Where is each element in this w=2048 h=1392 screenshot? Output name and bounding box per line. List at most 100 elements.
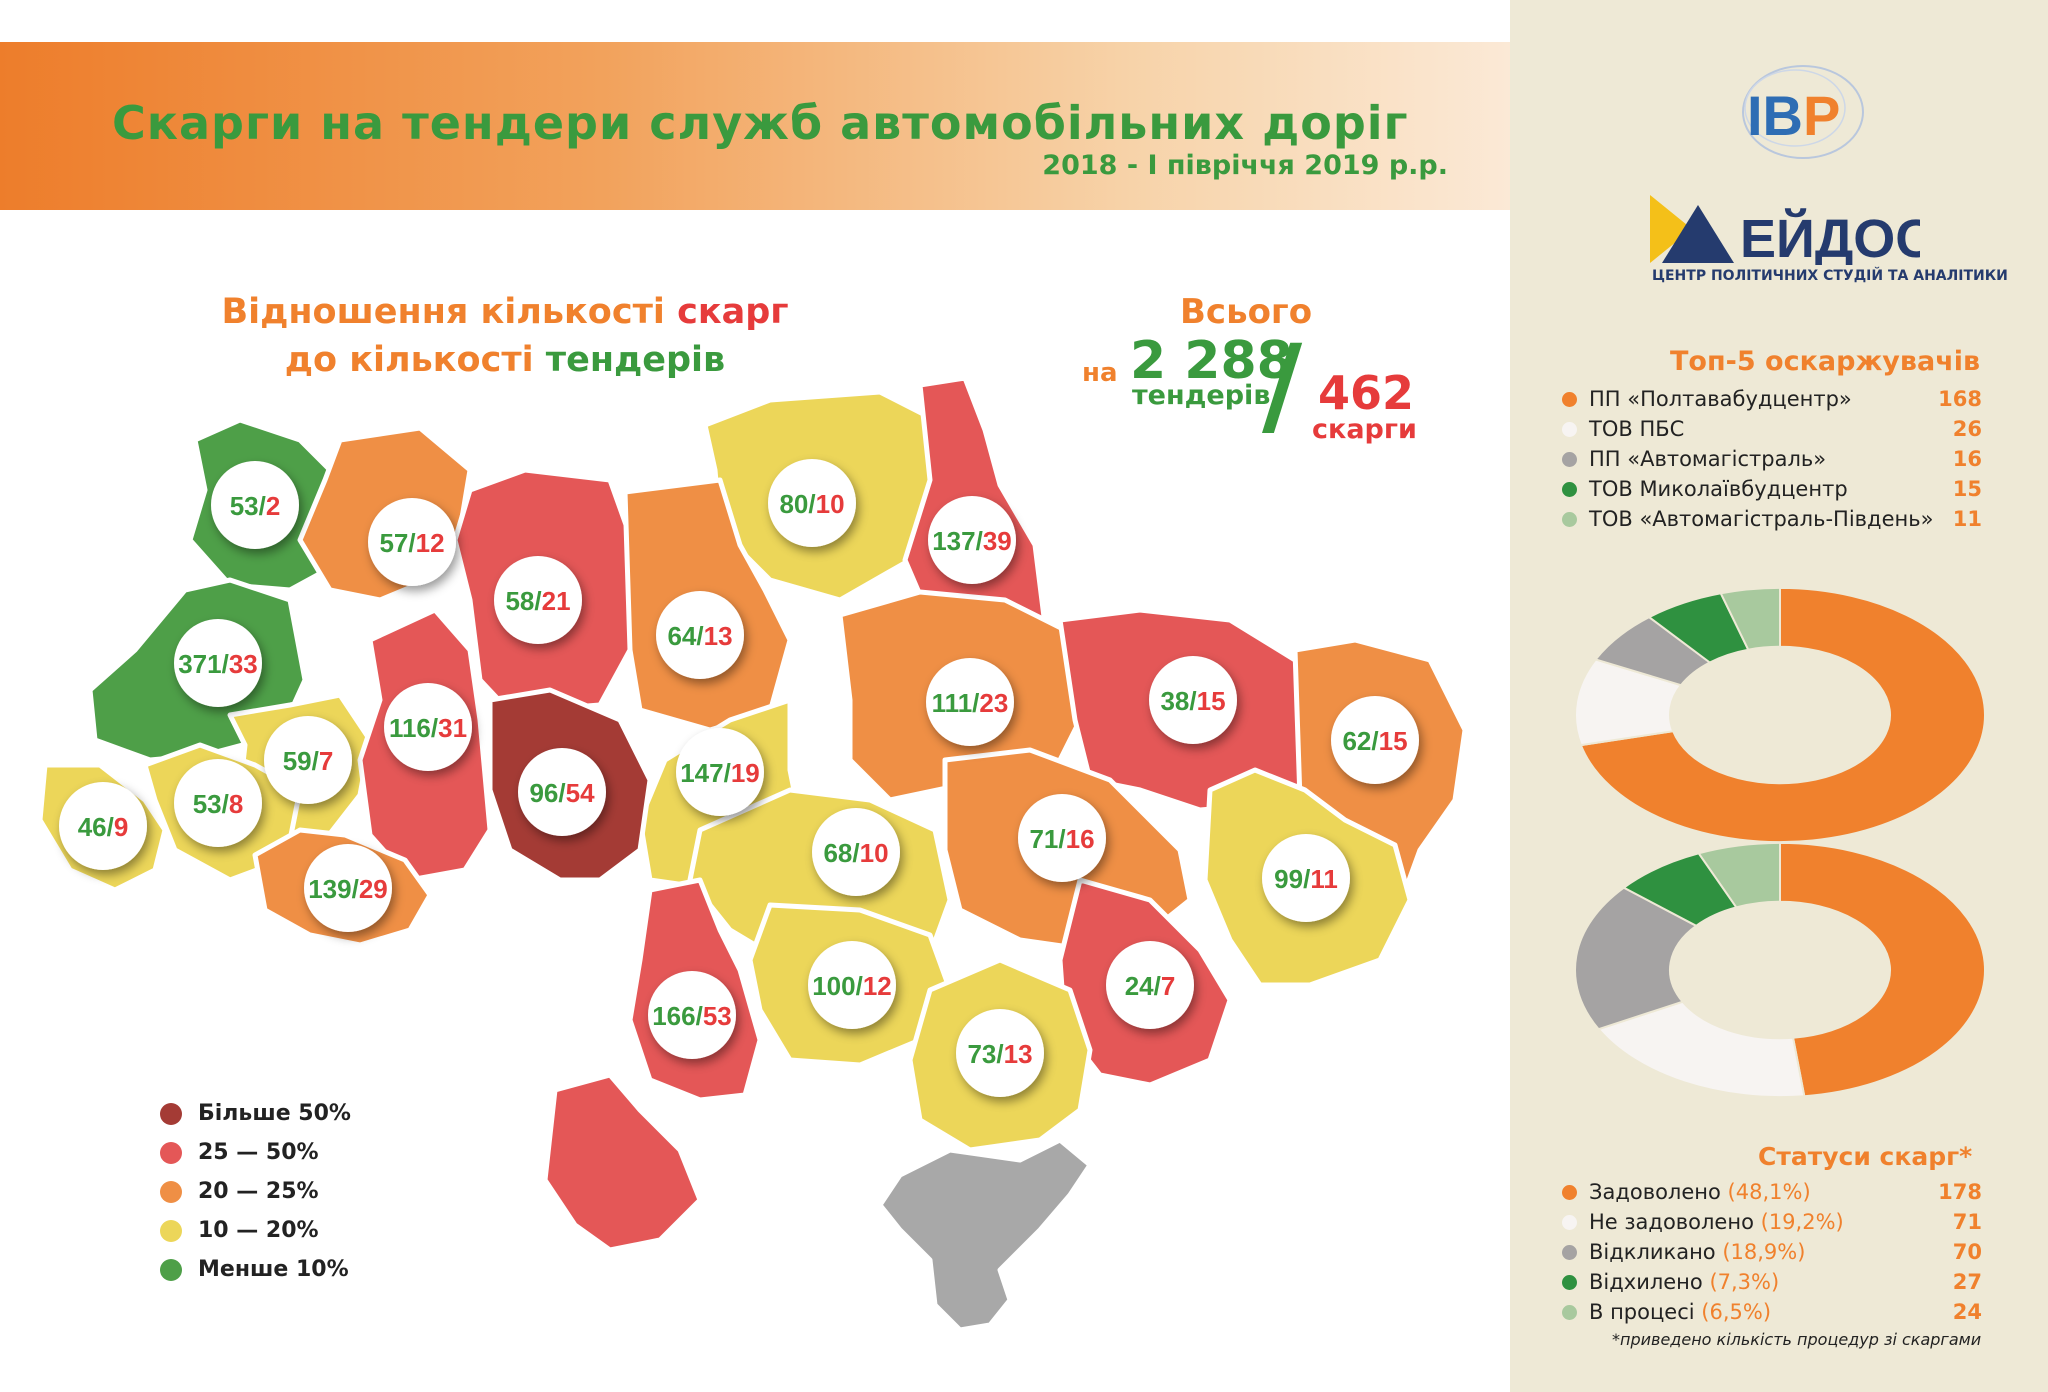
- region-badge: 80/10: [768, 459, 856, 547]
- region-badge-circle: [518, 748, 606, 836]
- region-label: 116/31: [389, 713, 467, 743]
- region-tenders: 62: [1342, 726, 1371, 756]
- region-complaints: 12: [863, 971, 892, 1001]
- status-row: Задоволено (48,1%) 178: [1562, 1177, 1982, 1207]
- region-badge-circle: [1018, 794, 1106, 882]
- region-slash: /: [724, 758, 731, 788]
- status-value: 70: [1952, 1240, 1982, 1264]
- region-badge: 139/29: [304, 844, 392, 932]
- region-tenders: 73: [967, 1039, 996, 1069]
- top5-value: 168: [1938, 387, 1982, 411]
- status-donut: [1574, 841, 1986, 1099]
- region-badge-circle: [494, 556, 582, 644]
- top5-label: ТОВ Миколаївбудцентр: [1589, 477, 1848, 501]
- region-label: 111/23: [932, 688, 1009, 718]
- region-badge: 96/54: [518, 748, 606, 836]
- top5-swatch: [1562, 391, 1577, 407]
- status-note: *приведено кількість процедур зі скаргам…: [1612, 1330, 1982, 1349]
- donut-slice: [1779, 841, 1986, 1098]
- region-tenders: 139: [308, 874, 351, 904]
- region-badge-circle: [59, 782, 147, 870]
- region-badge: 57/12: [368, 498, 456, 586]
- top5-swatch: [1562, 451, 1577, 467]
- region-label: 371/33: [178, 649, 258, 679]
- region-slash: /: [352, 874, 359, 904]
- status-name: Відкликано: [1589, 1240, 1716, 1264]
- region-label: 100/12: [812, 971, 892, 1001]
- donut-slice: [1574, 886, 1699, 1031]
- region-badge: 24/7: [1106, 941, 1194, 1029]
- region-badge: 73/13: [956, 1009, 1044, 1097]
- donut-slice: [1697, 841, 1781, 909]
- region-complaints: 10: [860, 838, 889, 868]
- region-badge-circle: [768, 459, 856, 547]
- region-complaints: 13: [704, 621, 733, 651]
- region-tenders: 46: [78, 812, 107, 842]
- region-slash: /: [1189, 686, 1196, 716]
- region-label: 64/13: [667, 621, 732, 651]
- region-label: 71/16: [1029, 824, 1094, 854]
- region-badge: 68/10: [812, 808, 900, 896]
- region-tenders: 147: [680, 758, 723, 788]
- region-tenders: 96: [529, 778, 558, 808]
- region-badge-circle: [1331, 696, 1419, 784]
- region-tenders: 116: [389, 713, 431, 743]
- top5-list: ПП «Полтавабудцентр» 168 ТОВ ПБС 26 ПП «Ав…: [1562, 384, 1982, 534]
- region-tenders: 71: [1029, 824, 1058, 854]
- legend-item: 25 — 50%: [160, 1133, 351, 1172]
- top5-value: 11: [1952, 507, 1982, 531]
- status-value: 71: [1952, 1210, 1982, 1234]
- region-badge-circle: [956, 1009, 1044, 1097]
- top5-swatch: [1562, 481, 1577, 497]
- svg-text:ЕЙДОС: ЕЙДОС: [1740, 208, 1920, 265]
- region-label: 53/2: [230, 491, 281, 521]
- legend-label: 20 — 25%: [198, 1179, 319, 1204]
- region-badge-circle: [1149, 656, 1237, 744]
- status-percent: (7,3%): [1709, 1270, 1780, 1294]
- region-badge: 53/2: [211, 461, 299, 549]
- region-complaints: 8: [229, 789, 243, 819]
- region-complaints: 10: [816, 489, 845, 519]
- region-slash: /: [856, 971, 863, 1001]
- region-badge: 147/19: [676, 728, 764, 816]
- region-label: 59/7: [283, 746, 334, 776]
- status-label: Відхилено (7,3%): [1589, 1270, 1922, 1294]
- region-complaints: 29: [359, 874, 388, 904]
- top5-title: Топ-5 оскаржувачів: [1670, 346, 1981, 377]
- legend-item: 20 — 25%: [160, 1172, 351, 1211]
- page-subtitle: 2018 - І півріччя 2019 р.р.: [1042, 150, 1448, 181]
- region-badge-circle: [656, 591, 744, 679]
- region-slash: /: [222, 649, 229, 679]
- status-row: В процесі (6,5%) 24: [1562, 1297, 1982, 1327]
- legend-label: 10 — 20%: [198, 1218, 319, 1243]
- region-badge-circle: [1262, 834, 1350, 922]
- region-slash: /: [1371, 726, 1378, 756]
- region-tenders: 137: [932, 526, 975, 556]
- region-complaints: 12: [416, 528, 445, 558]
- top5-row: ТОВ «Автомагістраль-Південь» 11: [1562, 504, 1982, 534]
- region-slash: /: [852, 838, 859, 868]
- legend-item: Більше 50%: [160, 1094, 351, 1133]
- region-slash: /: [696, 621, 703, 651]
- region-slash: /: [107, 812, 114, 842]
- region-badge-circle: [812, 808, 900, 896]
- top5-swatch: [1562, 421, 1577, 437]
- region-complaints: 11: [1310, 864, 1338, 894]
- region-slash: /: [996, 1039, 1003, 1069]
- ibp-logo: IBP: [1742, 65, 1864, 159]
- region-label: 73/13: [967, 1039, 1032, 1069]
- region-tenders: 24: [1125, 971, 1154, 1001]
- top5-donut: [1574, 586, 1986, 844]
- status-swatch: [1562, 1184, 1577, 1200]
- region-badge-circle: [928, 496, 1016, 584]
- region-label: 166/53: [652, 1001, 732, 1031]
- region-slash: /: [976, 526, 983, 556]
- region-slash: /: [222, 789, 229, 819]
- top5-label: ТОВ ПБС: [1589, 417, 1685, 441]
- map-legend: Більше 50% 25 — 50% 20 — 25% 10 — 20% Ме…: [160, 1094, 351, 1289]
- totals-slash: /: [1262, 321, 1303, 449]
- status-percent: (6,5%): [1701, 1300, 1772, 1324]
- region-tenders: 64: [667, 621, 696, 651]
- region-label: 62/15: [1342, 726, 1407, 756]
- region-badge: 371/33: [174, 619, 262, 707]
